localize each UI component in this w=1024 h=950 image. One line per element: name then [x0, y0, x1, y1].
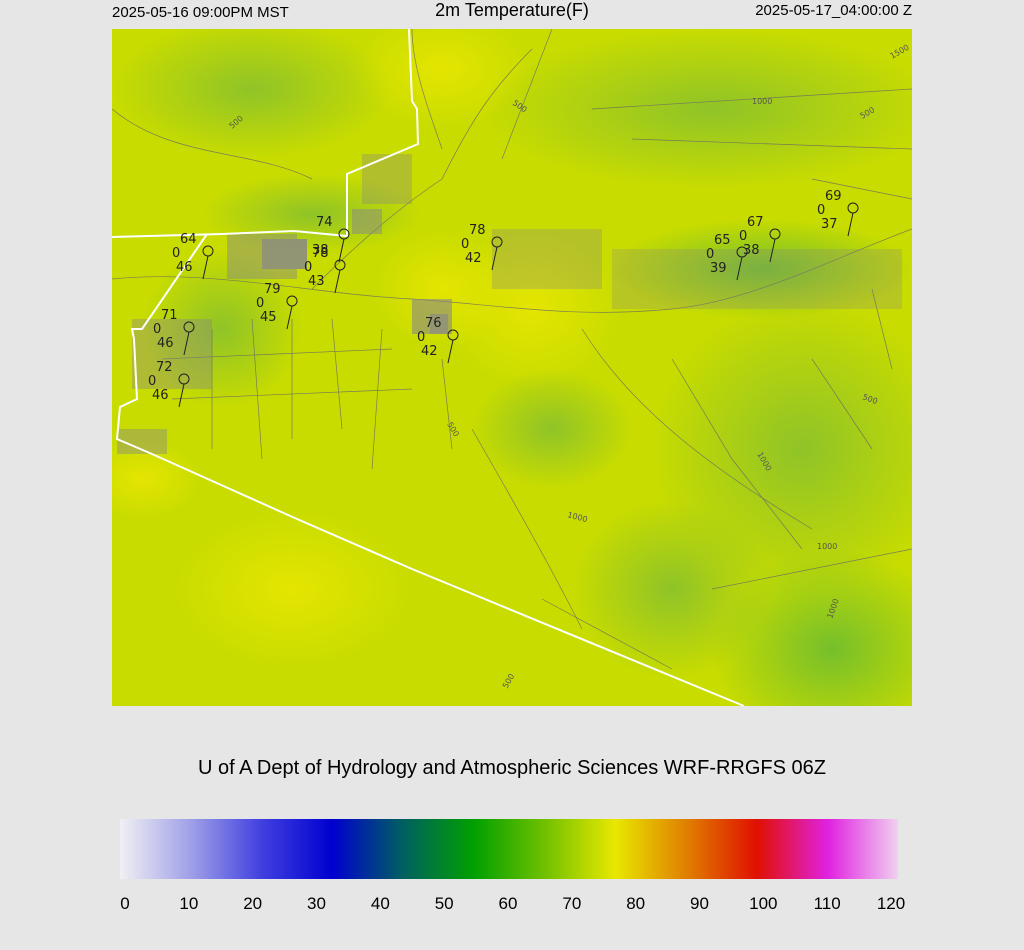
colorbar-tick-label: 50 [434, 894, 454, 913]
state-borders [112, 29, 745, 706]
colorbar-tick-label: 80 [626, 894, 646, 913]
station-dewpoint: 45 [260, 310, 277, 325]
station-temperature: 65 [714, 233, 731, 248]
station-temperature: 69 [825, 189, 842, 204]
colorbar-tick-label: 40 [370, 894, 390, 913]
model-credit: U of A Dept of Hydrology and Atmospheric… [197, 757, 827, 779]
colorbar-ticks: 0 10 20 30 40 50 60 70 80 90 100 110 120 [0, 894, 1024, 918]
wind-barb [286, 305, 293, 330]
station-wind: 0 [739, 229, 747, 244]
station-wind: 0 [172, 246, 180, 261]
station-dewpoint: 43 [308, 274, 325, 289]
station-dewpoint: 38 [312, 243, 329, 258]
station-wind: 0 [461, 237, 469, 252]
station-temperature: 71 [161, 308, 178, 323]
colorbar-tick-label: 30 [307, 894, 326, 913]
station-dewpoint: 38 [743, 243, 760, 258]
wind-barb [491, 246, 498, 271]
station-temperature: 74 [316, 215, 333, 230]
wind-barb [338, 238, 345, 263]
colorbar-tick-label: 0 [120, 894, 130, 913]
colorbar-tick-label: 110 [813, 894, 841, 913]
station-wind: 0 [148, 374, 156, 389]
contour-label: 1000 [817, 542, 837, 551]
colorbar-tick-label: 100 [749, 894, 778, 913]
station-wind: 0 [256, 296, 264, 311]
road-network [112, 29, 912, 670]
station-temperature: 78 [312, 246, 329, 261]
colorbar-tick-label: 70 [562, 894, 582, 913]
station-dewpoint: 42 [421, 344, 438, 359]
wind-barb [447, 339, 454, 364]
colorbar-gradient [120, 819, 898, 879]
station-dewpoint: 42 [465, 251, 482, 266]
wind-barb [202, 255, 209, 280]
station-temperature: 64 [180, 232, 197, 247]
station-wind: 0 [417, 330, 425, 345]
station-temperature: 78 [469, 223, 486, 238]
wind-barb [769, 238, 776, 263]
colorbar-tick-label: 90 [690, 894, 709, 913]
colorbar [120, 819, 898, 879]
valid-time-utc: 2025-05-17_04:00:00 Z [755, 2, 912, 19]
temperature-shading [112, 29, 912, 706]
station-wind: 0 [153, 322, 161, 337]
station-plot: 74 38 [312, 215, 350, 263]
map-title: 2m Temperature(F) [435, 0, 589, 20]
colorbar-tick-label: 120 [876, 894, 906, 913]
wind-barb [736, 256, 743, 281]
station-wind: 0 [706, 247, 714, 262]
station-temperature: 79 [264, 282, 281, 297]
wind-barb [183, 331, 190, 356]
station-dewpoint: 46 [157, 336, 174, 351]
station-temperature: 67 [747, 215, 764, 230]
colorbar-tick-label: 10 [179, 894, 199, 913]
station-temperature: 76 [425, 316, 442, 331]
wind-barb [178, 383, 185, 408]
station-wind: 0 [304, 260, 312, 275]
colorbar-tick-label: 20 [243, 894, 263, 913]
station-temperature: 72 [156, 360, 173, 375]
station-dewpoint: 39 [710, 261, 727, 276]
station-dewpoint: 37 [821, 217, 838, 232]
station-dewpoint: 46 [152, 388, 169, 403]
colorbar-tick-label: 60 [498, 894, 518, 913]
station-dewpoint: 46 [176, 260, 193, 275]
valid-time-local: 2025-05-16 09:00PM MST [112, 4, 289, 21]
station-plots: 6404674387804378042790457104672046760426… [148, 189, 859, 408]
contour-label: 1000 [752, 97, 772, 106]
wind-barb [847, 212, 854, 237]
station-wind: 0 [817, 203, 825, 218]
urban-areas [117, 154, 902, 454]
wind-barb [334, 269, 341, 294]
